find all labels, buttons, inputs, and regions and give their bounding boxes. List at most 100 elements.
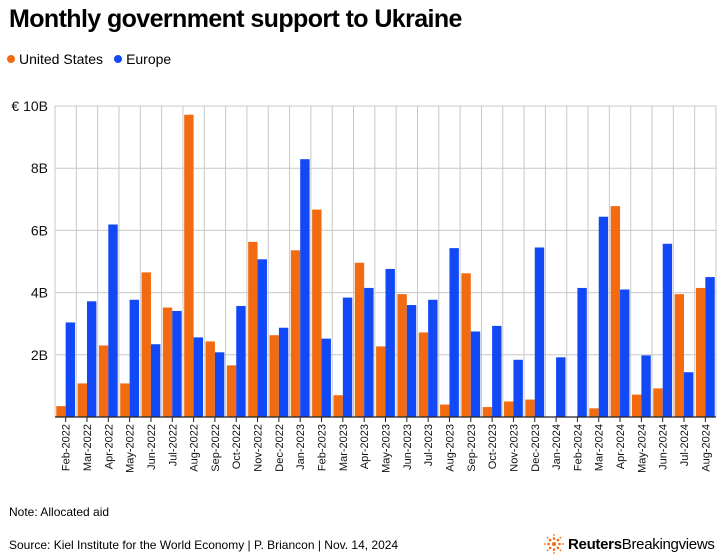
bar-united-states-mar-2023 bbox=[333, 395, 343, 417]
x-tick-label-jul-2022: Jul-2022 bbox=[167, 424, 179, 466]
bar-united-states-jun-2023 bbox=[397, 294, 407, 417]
bar-europe-aug-2022 bbox=[193, 337, 203, 417]
y-tick-label-4: 4B bbox=[31, 285, 48, 301]
bar-europe-sep-2022 bbox=[214, 352, 225, 417]
x-tick-label-jun-2022: Jun-2022 bbox=[146, 424, 158, 470]
x-tick-label-sep-2023: Sep-2023 bbox=[466, 424, 478, 472]
bar-united-states-sep-2023 bbox=[461, 273, 471, 417]
bar-united-states-aug-2024 bbox=[695, 287, 706, 417]
bar-europe-dec-2023 bbox=[534, 247, 545, 417]
bar-united-states-jul-2023 bbox=[418, 332, 429, 417]
x-tick-label-sep-2022: Sep-2022 bbox=[210, 424, 222, 472]
bar-united-states-dec-2023 bbox=[525, 399, 535, 417]
legend-label-europe: Europe bbox=[126, 51, 172, 67]
x-tick-label-nov-2023: Nov-2023 bbox=[508, 424, 520, 472]
x-tick-label-feb-2024: Feb-2024 bbox=[572, 424, 584, 471]
legend-label-united-states: United States bbox=[19, 51, 104, 67]
bar-europe-nov-2022 bbox=[257, 259, 267, 417]
y-tick-label-2: 2B bbox=[31, 347, 48, 363]
brand-reuters: Reuters bbox=[568, 535, 622, 553]
bar-united-states-dec-2022 bbox=[269, 335, 279, 417]
x-tick-label-apr-2023: Apr-2023 bbox=[359, 424, 371, 469]
bar-europe-nov-2023 bbox=[513, 359, 523, 417]
bar-europe-may-2023 bbox=[385, 268, 395, 417]
x-tick-label-feb-2023: Feb-2023 bbox=[317, 424, 329, 471]
bar-united-states-mar-2024 bbox=[589, 408, 599, 417]
reuters-logo-icon bbox=[544, 534, 564, 554]
bar-europe-jul-2024 bbox=[684, 372, 694, 417]
brand-breakingviews: Breakingviews bbox=[621, 535, 715, 553]
x-tick-label-may-2022: May-2022 bbox=[125, 424, 137, 473]
bar-united-states-may-2024 bbox=[631, 394, 642, 417]
bar-united-states-nov-2022 bbox=[248, 241, 258, 417]
legend-swatch-united-states bbox=[7, 55, 15, 63]
footnote: Note: Allocated aid bbox=[9, 505, 110, 519]
bar-united-states-apr-2022 bbox=[98, 345, 109, 417]
bar-europe-apr-2023 bbox=[364, 287, 374, 417]
x-tick-label-jul-2023: Jul-2023 bbox=[423, 424, 435, 466]
chart-title: Monthly government support to Ukraine bbox=[9, 5, 462, 33]
bar-europe-feb-2023 bbox=[321, 338, 331, 417]
bar-united-states-apr-2024 bbox=[610, 206, 621, 417]
x-tick-label-jan-2023: Jan-2023 bbox=[295, 424, 307, 470]
legend: United States Europe bbox=[7, 51, 171, 67]
bar-united-states-feb-2022 bbox=[56, 406, 66, 417]
x-tick-label-oct-2022: Oct-2022 bbox=[231, 424, 243, 469]
source-line: Source: Kiel Institute for the World Eco… bbox=[9, 538, 399, 552]
bar-europe-sep-2023 bbox=[470, 331, 481, 417]
bar-europe-dec-2022 bbox=[278, 327, 289, 417]
legend-swatch-europe bbox=[114, 55, 123, 63]
bar-united-states-jun-2022 bbox=[141, 272, 151, 417]
x-tick-label-dec-2022: Dec-2022 bbox=[274, 424, 286, 472]
x-tick-label-may-2023: May-2023 bbox=[381, 424, 393, 473]
y-tick-label-6: 6B bbox=[31, 222, 48, 238]
x-tick-label-feb-2022: Feb-2022 bbox=[61, 424, 73, 471]
x-tick-label-jun-2023: Jun-2023 bbox=[402, 424, 414, 470]
x-tick-label-dec-2023: Dec-2023 bbox=[530, 424, 542, 472]
bar-united-states-jan-2023 bbox=[290, 250, 301, 417]
bar-europe-mar-2022 bbox=[86, 301, 97, 417]
bar-europe-jan-2024 bbox=[556, 357, 566, 417]
bar-chart: 2B 4B 6B 8B € 10B Feb-2022 Mar-2022 Apr-2022 May… bbox=[11, 98, 717, 473]
axes: 2B 4B 6B 8B € 10B Feb-2022 Mar-2022 Apr-2022 May… bbox=[11, 98, 716, 473]
bar-europe-jan-2023 bbox=[300, 159, 310, 417]
x-tick-label-aug-2024: Aug-2024 bbox=[700, 424, 712, 472]
x-tick-label-mar-2023: Mar-2023 bbox=[338, 424, 350, 471]
bar-united-states-oct-2023 bbox=[482, 407, 493, 417]
bar-europe-mar-2023 bbox=[342, 297, 353, 417]
bar-europe-aug-2023 bbox=[449, 248, 459, 417]
x-tick-label-mar-2022: Mar-2022 bbox=[82, 424, 94, 471]
bar-united-states-jul-2022 bbox=[162, 307, 173, 417]
x-tick-label-oct-2023: Oct-2023 bbox=[487, 424, 499, 469]
legend-item-united-states: United States bbox=[7, 51, 103, 67]
bar-europe-jul-2022 bbox=[172, 310, 182, 417]
reuters-breakingviews-logo: Reuters Breakingviews bbox=[544, 534, 715, 554]
x-tick-label-nov-2022: Nov-2022 bbox=[253, 424, 265, 472]
bar-europe-may-2022 bbox=[129, 299, 140, 417]
x-tick-label-aug-2022: Aug-2022 bbox=[189, 424, 201, 472]
bar-europe-jul-2023 bbox=[428, 299, 438, 417]
x-tick-label-jan-2024: Jan-2024 bbox=[551, 424, 563, 470]
bar-united-states-aug-2023 bbox=[440, 404, 450, 417]
x-tick-label-apr-2024: Apr-2024 bbox=[615, 424, 627, 469]
bar-europe-oct-2023 bbox=[492, 325, 502, 417]
x-tick-label-aug-2023: Aug-2023 bbox=[444, 424, 456, 472]
bar-europe-apr-2022 bbox=[108, 224, 118, 417]
bar-united-states-jun-2024 bbox=[653, 388, 663, 417]
bar-united-states-oct-2022 bbox=[226, 365, 237, 417]
bar-europe-feb-2022 bbox=[65, 322, 76, 417]
bar-europe-jun-2023 bbox=[406, 305, 417, 417]
bar-europe-may-2024 bbox=[641, 355, 651, 417]
bar-europe-jun-2022 bbox=[150, 344, 161, 417]
gridlines bbox=[54, 105, 717, 417]
bar-united-states-sep-2022 bbox=[205, 341, 215, 417]
bar-united-states-nov-2023 bbox=[504, 401, 514, 417]
x-tick-label-jul-2024: Jul-2024 bbox=[679, 424, 691, 466]
bar-united-states-feb-2023 bbox=[312, 209, 322, 417]
bar-united-states-apr-2023 bbox=[354, 262, 365, 417]
x-tick-label-may-2024: May-2024 bbox=[636, 424, 648, 473]
bar-europe-apr-2024 bbox=[620, 289, 630, 417]
bar-europe-mar-2024 bbox=[598, 216, 609, 417]
bars bbox=[56, 114, 715, 417]
y-tick-label-8: 8B bbox=[31, 160, 48, 176]
